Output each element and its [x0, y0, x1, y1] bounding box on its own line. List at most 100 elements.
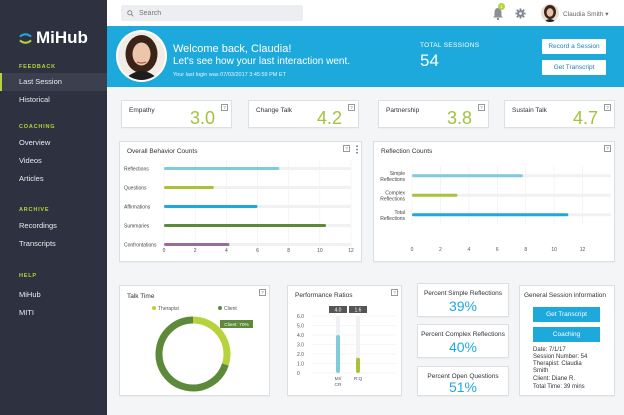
- x-tick-label: 4: [225, 248, 228, 254]
- sidebar: MiHub FEEDBACK Last Session Historical C…: [0, 0, 107, 415]
- general-session-card: General Session information Get Transcri…: [519, 285, 615, 396]
- bar-confrontations[interactable]: [164, 243, 230, 246]
- help-icon[interactable]: ?: [221, 104, 228, 111]
- more-options-icon[interactable]: [355, 145, 359, 154]
- legend-swatch: [218, 306, 222, 310]
- help-icon[interactable]: ?: [348, 104, 355, 111]
- x-tick-label: 2: [194, 248, 197, 254]
- bar-mi-c-r[interactable]: [336, 335, 340, 373]
- overall-behavior-chart: 0 2 4 6 8 10 12 Reflections Questions Affirmation…: [124, 159, 354, 254]
- session-therapist-cont: Smith: [533, 368, 549, 374]
- metric-card-change-talk: ? Change Talk 4.2: [248, 100, 359, 128]
- bar-simple-reflections[interactable]: [412, 174, 523, 178]
- bar-r-q[interactable]: [356, 357, 360, 373]
- bar-total-reflections[interactable]: [412, 213, 569, 217]
- help-icon[interactable]: ?: [604, 104, 611, 111]
- total-sessions-value: 54: [420, 51, 439, 70]
- legend-label: Client: [224, 306, 237, 312]
- percent-card-complex-reflections: Percent Complex Reflections 40%: [417, 324, 509, 358]
- x-tick-label: 8: [524, 247, 527, 253]
- search-input[interactable]: [139, 9, 299, 17]
- section-title-archive: ARCHIVE: [19, 207, 50, 213]
- record-session-button[interactable]: Record a Session: [542, 39, 606, 54]
- section-title-feedback: FEEDBACK: [19, 64, 56, 70]
- tooltip-box: [220, 320, 253, 328]
- category-label: Reflections: [124, 167, 149, 173]
- x-tick-label: 8: [287, 248, 290, 254]
- coaching-button[interactable]: Coaching: [533, 327, 600, 342]
- x-tick-label: 6: [496, 247, 499, 253]
- metric-label: Partnership: [386, 107, 420, 114]
- help-icon[interactable]: ?: [343, 145, 350, 152]
- tooltip-text: Client: 70%: [224, 322, 249, 328]
- sidebar-item-miti[interactable]: MITI: [19, 308, 34, 317]
- help-icon[interactable]: ?: [259, 289, 266, 296]
- x-tick-label: 0: [163, 248, 166, 254]
- percent-card-open-questions: Percent Open Questions 51%: [417, 366, 509, 396]
- metric-card-sustain-talk: ? Sustain Talk 4.7: [504, 100, 615, 128]
- search-box[interactable]: [121, 5, 303, 21]
- performance-ratios-card: ? Performance Ratios 6.0 5.0 4.0 3.0 2.0 1.0 0…: [287, 285, 402, 396]
- get-transcript-button[interactable]: Get Transcript: [542, 60, 606, 75]
- metric-card-empathy: ? Empathy 3.0: [121, 100, 232, 128]
- percent-card-simple-reflections: Percent Simple Reflections 39%: [417, 283, 509, 317]
- x-tick-label: 10: [317, 248, 323, 254]
- get-transcript-button[interactable]: Get Transcript: [533, 307, 600, 322]
- x-tick-label: 12: [348, 248, 354, 254]
- y-tick-label: 6.0: [297, 314, 304, 320]
- sidebar-item-recordings[interactable]: Recordings: [19, 221, 57, 230]
- chart-title: Reflection Counts: [381, 148, 433, 155]
- session-total-time: Total Time: 39 mins: [533, 384, 585, 390]
- reflection-counts-chart: 0 2 4 6 8 10 12SimpleReflectionsComplexReflect…: [380, 166, 611, 253]
- value-label: 1.6: [355, 307, 362, 313]
- help-icon[interactable]: ?: [391, 289, 398, 296]
- percent-value: 39%: [448, 298, 478, 314]
- help-icon[interactable]: ?: [478, 104, 485, 111]
- user-menu[interactable]: Claudia Smith ▾: [563, 10, 609, 18]
- sidebar-item-historical[interactable]: Historical: [19, 95, 50, 104]
- bar-complex-reflections[interactable]: [412, 193, 458, 197]
- talk-time-chart: Therapist Client Client: 70%: [152, 306, 253, 392]
- sidebar-item-articles[interactable]: Articles: [19, 174, 44, 183]
- donut-slice-therapist[interactable]: [192, 316, 231, 366]
- performance-ratios-chart: 6.0 5.0 4.0 3.0 2.0 1.0 0 4.0 MI/CR 1.6 R:Q: [297, 306, 396, 388]
- section-title-help: HELP: [19, 273, 37, 279]
- sidebar-item-mihub[interactable]: MiHub: [19, 290, 41, 299]
- help-icon[interactable]: ?: [604, 145, 611, 152]
- overall-behavior-card: ? Overall Behavior Counts 0 2 4 6 8 10 12 Refle…: [119, 141, 362, 262]
- x-tick-label: 12: [580, 247, 586, 253]
- user-avatar[interactable]: [541, 4, 559, 22]
- user-photo: [116, 30, 167, 82]
- chart-title: Overall Behavior Counts: [127, 148, 198, 155]
- sidebar-item-transcripts[interactable]: Transcripts: [19, 239, 56, 248]
- donut-slice-client[interactable]: [155, 316, 229, 392]
- category-label: Reflections: [380, 216, 405, 222]
- card-title: General Session information: [524, 292, 607, 299]
- bar-affirmations[interactable]: [164, 205, 258, 208]
- bar-track: [412, 193, 611, 197]
- user-photo-image: [118, 32, 165, 80]
- x-tick-label: 6: [256, 248, 259, 254]
- x-tick-label: 2: [439, 247, 442, 253]
- sidebar-item-overview[interactable]: Overview: [19, 138, 51, 147]
- bar-reflections[interactable]: [164, 167, 280, 170]
- bar-summaries[interactable]: [164, 224, 327, 227]
- metric-value: 3.8: [446, 108, 472, 128]
- app-logo[interactable]: MiHub: [18, 28, 88, 48]
- session-number: Session Number: 54: [533, 354, 588, 360]
- gear-icon[interactable]: [515, 8, 526, 19]
- y-tick-label: 1.0: [297, 362, 304, 368]
- bell-icon[interactable]: [492, 7, 504, 20]
- chart-title: Talk Time: [127, 293, 155, 300]
- value-label-box: [329, 306, 347, 313]
- bar-questions[interactable]: [164, 186, 214, 189]
- legend-swatch: [152, 306, 156, 310]
- category-label: MI/: [335, 376, 342, 382]
- y-tick-label: 0: [297, 371, 300, 377]
- sidebar-item-last-session[interactable]: Last Session: [0, 73, 107, 91]
- x-tick-label: 4: [467, 247, 470, 253]
- metric-label: Change Talk: [256, 107, 293, 114]
- sidebar-item-videos[interactable]: Videos: [19, 156, 42, 165]
- category-label: Questions: [124, 186, 147, 192]
- metric-value: 4.2: [316, 108, 342, 128]
